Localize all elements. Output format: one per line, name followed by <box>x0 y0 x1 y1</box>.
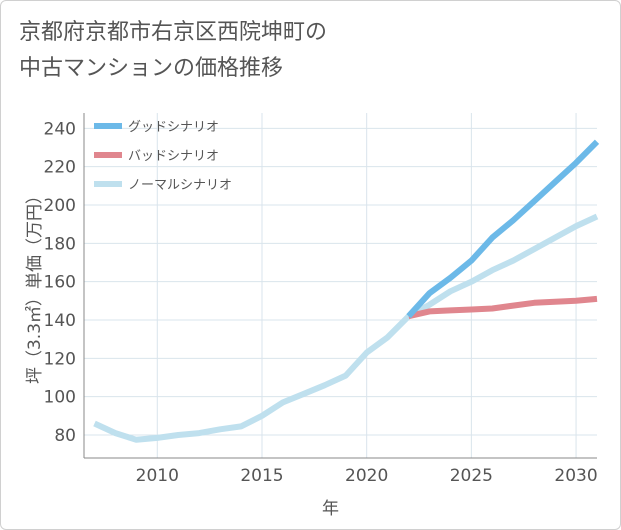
grid <box>84 113 597 458</box>
y-tick-label: 200 <box>44 196 76 216</box>
series-line-0 <box>406 139 600 319</box>
chart-title-line1: 京都府京都市右京区西院坤町の <box>19 20 328 45</box>
legend-label-2: ノーマルシナリオ <box>128 178 232 193</box>
y-tick-label: 80 <box>54 426 76 446</box>
y-tick-label: 240 <box>44 119 76 139</box>
x-tick-label: 2020 <box>345 466 388 486</box>
y-tick-label: 100 <box>44 388 76 408</box>
y-tick-label: 160 <box>44 273 76 293</box>
y-tick-label: 180 <box>44 234 76 254</box>
x-axis-title: 年 <box>322 499 339 519</box>
legend-label-1: バッドシナリオ <box>128 149 219 164</box>
axes: 2010 2015 2020 2025 2030 80 100 120 140 160 180 200… <box>44 113 598 486</box>
series-line-2 <box>93 213 599 443</box>
series-lines <box>93 139 600 443</box>
y-axis-title: 坪（3.3㎡）単価（万円） <box>25 187 45 384</box>
legend-label-0: グッドシナリオ <box>128 120 219 135</box>
y-tick-label: 140 <box>44 311 76 331</box>
y-tick-label: 220 <box>44 158 76 178</box>
x-tick-label: 2010 <box>136 466 179 486</box>
chart-title-line2: 中古マンションの価格推移 <box>19 56 284 81</box>
x-tick-label: 2015 <box>240 466 283 486</box>
x-tick-label: 2030 <box>554 466 597 486</box>
chart-title: 京都府京都市右京区西院坤町の 中古マンションの価格推移 <box>19 15 609 87</box>
series-line-1 <box>407 295 598 320</box>
axis-labels: 年 坪（3.3㎡）単価（万円） <box>25 187 339 519</box>
y-tick-label: 120 <box>44 349 76 369</box>
x-tick-label: 2025 <box>450 466 493 486</box>
